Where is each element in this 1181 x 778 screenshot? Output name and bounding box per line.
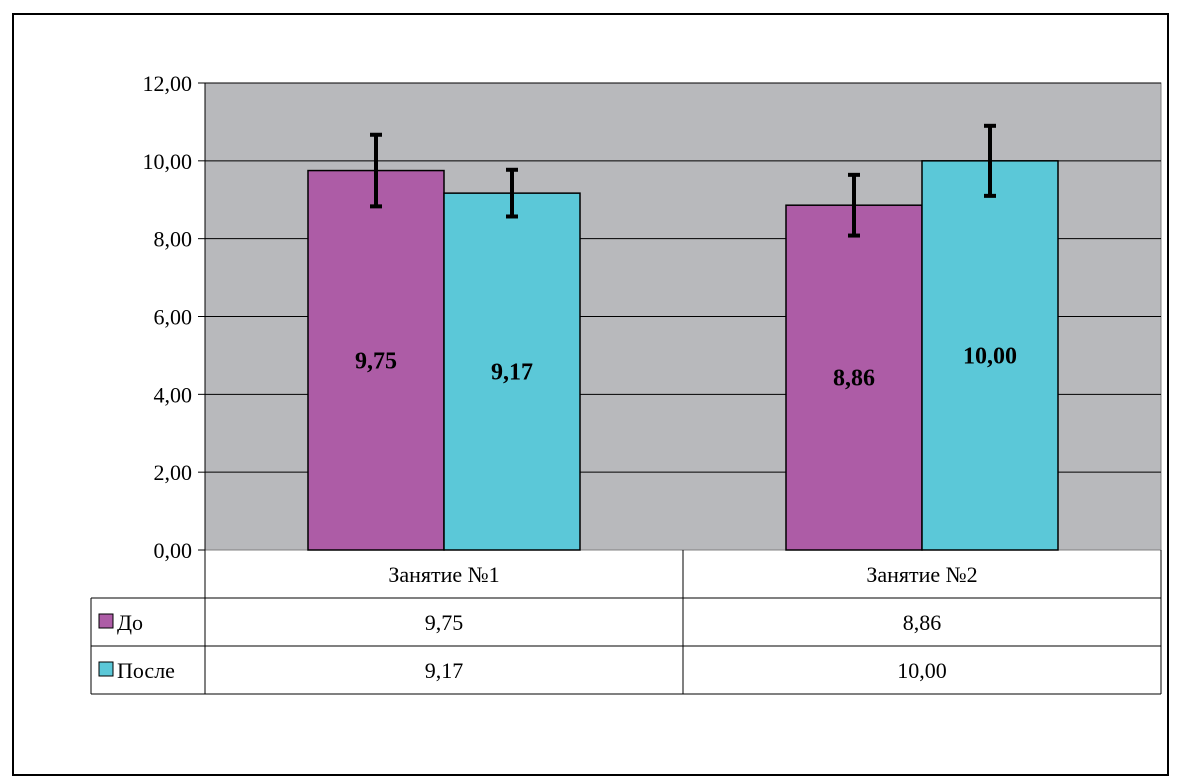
data-table: Занятие №1 Занятие №2 До 9,75 8,86 После 9,17 1… xyxy=(90,550,1162,695)
table-cell: 10,00 xyxy=(897,658,947,683)
legend-swatch xyxy=(98,661,114,677)
y-tick-label: 4,00 xyxy=(154,382,193,407)
category-label: Занятие №1 xyxy=(388,562,499,587)
legend-entry: До xyxy=(117,610,143,635)
y-tick-label: 10,00 xyxy=(143,149,193,174)
y-axis: 0,00 2,00 4,00 6,00 8,00 10,00 12,00 xyxy=(143,71,206,563)
error-bars xyxy=(370,123,996,238)
legend-swatch xyxy=(98,613,114,629)
y-tick-label: 0,00 xyxy=(154,538,193,563)
data-label: 8,86 xyxy=(833,366,875,392)
table-cell: 9,75 xyxy=(425,610,464,635)
chart-frame xyxy=(12,13,1169,776)
y-tick-label: 8,00 xyxy=(154,227,193,252)
table-cell: 8,86 xyxy=(903,610,942,635)
y-tick-label: 2,00 xyxy=(154,460,193,485)
y-tick-label: 6,00 xyxy=(154,305,193,330)
data-label: 9,17 xyxy=(491,360,533,386)
table-cell: 9,17 xyxy=(425,658,464,683)
bar xyxy=(921,160,1059,551)
bar xyxy=(307,169,445,551)
bar xyxy=(785,204,923,551)
y-tick-label: 12,00 xyxy=(143,71,193,96)
bar xyxy=(443,192,581,551)
bars xyxy=(307,160,1059,551)
data-labels: 9,75 9,17 8,86 10,00 xyxy=(355,343,1017,391)
category-label: Занятие №2 xyxy=(866,562,977,587)
data-label: 10,00 xyxy=(963,343,1017,369)
data-label: 9,75 xyxy=(355,348,397,374)
legend-entry: После xyxy=(117,658,175,683)
